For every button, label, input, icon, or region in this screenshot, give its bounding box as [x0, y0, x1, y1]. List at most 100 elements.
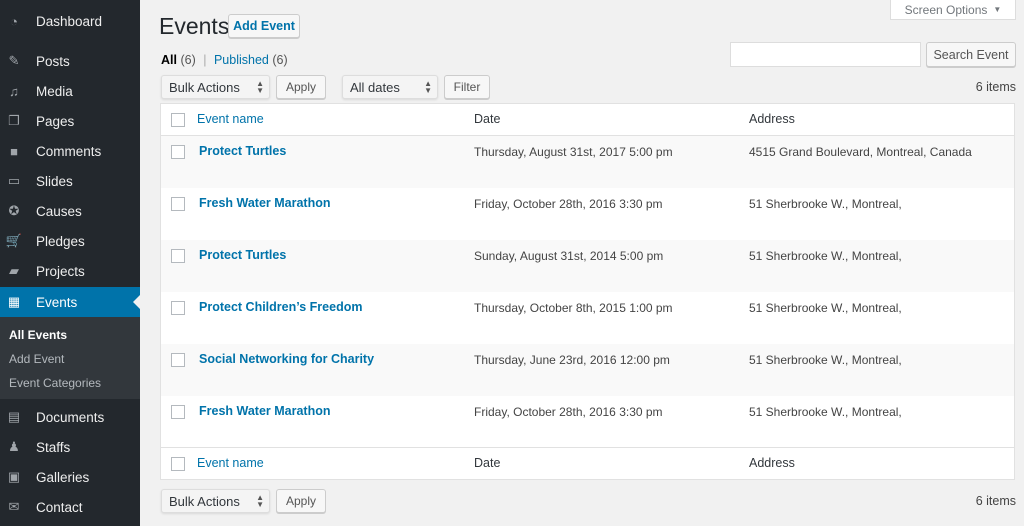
submenu-all-events[interactable]: All Events [9, 328, 68, 342]
dates-select[interactable]: All dates ▲ ▼ [342, 75, 438, 99]
slides-icon: ▭ [7, 173, 21, 188]
gallery-icon: ▣ [7, 469, 21, 484]
event-name-link[interactable]: Protect Children’s Freedom [199, 300, 363, 314]
submenu-event-categories[interactable]: Event Categories [9, 376, 102, 390]
table-row: Protect Turtles Sunday, August 31st, 201… [161, 240, 1014, 292]
sidebar-item-label: Comments [36, 143, 102, 159]
apply-button[interactable]: Apply [276, 75, 326, 99]
dates-value: All dates [350, 79, 400, 95]
select-arrows-icon: ▲ ▼ [256, 493, 264, 509]
filter-published[interactable]: Published [213, 53, 269, 67]
events-submenu: All Events Add Event Event Categories [0, 317, 140, 399]
pages-icon: ❐ [8, 113, 20, 128]
folder-icon: ▰ [9, 263, 19, 278]
published-count: (6) [272, 53, 288, 67]
sidebar-item-media[interactable]: ♫ Media [0, 76, 140, 106]
table-row: Fresh Water Marathon Friday, October 28t… [161, 188, 1014, 240]
sidebar-item-posts[interactable]: ✎ Posts [0, 46, 140, 76]
event-date: Thursday, June 23rd, 2016 12:00 pm [474, 353, 670, 367]
admin-sidebar: ◔ Dashboard ✎ Posts ♫ Media ❐ Pages ■ Comments ▭ Sl… [0, 0, 140, 526]
event-date: Thursday, August 31st, 2017 5:00 pm [474, 145, 673, 159]
select-all-checkbox[interactable] [171, 457, 185, 471]
caret-down-icon: ▼ [993, 5, 1002, 14]
sidebar-item-pledges[interactable]: 🛒 Pledges [0, 226, 140, 256]
sidebar-item-comments[interactable]: ■ Comments [0, 136, 140, 166]
status-filters: All (6) | Published (6) [161, 53, 288, 67]
table-row: Protect Children’s Freedom Thursday, Oct… [161, 292, 1014, 344]
sidebar-item-contact[interactable]: ✉ Contact [0, 492, 140, 522]
column-event-name[interactable]: Event name [197, 456, 264, 470]
select-all-checkbox[interactable] [171, 113, 185, 127]
sidebar-item-documents[interactable]: ▤ Documents [0, 402, 140, 432]
table-row: Social Networking for Charity Thursday, … [161, 344, 1014, 396]
separator: | [203, 53, 207, 67]
add-event-button[interactable]: Add Event [228, 14, 300, 38]
dashboard-icon: ◔ [10, 13, 18, 29]
table-header: Event name Date Address [161, 104, 1014, 136]
sidebar-item-label: Projects [36, 263, 85, 279]
search-input[interactable] [730, 42, 921, 67]
column-date: Date [474, 112, 501, 126]
media-icon: ♫ [9, 83, 19, 99]
screen-options-label: Screen Options [904, 2, 988, 17]
sidebar-item-label: Dashboard [36, 13, 103, 29]
sidebar-item-galleries[interactable]: ▣ Galleries [0, 462, 140, 492]
event-address: 51 Sherbrooke W., Montreal, [749, 353, 902, 367]
pin-icon: ✎ [8, 53, 20, 68]
cart-icon: 🛒 [5, 233, 23, 248]
event-name-link[interactable]: Protect Turtles [199, 144, 287, 158]
apply-button-bottom[interactable]: Apply [276, 489, 326, 513]
sidebar-item-label: Events [36, 294, 78, 310]
items-count-bottom: 6 items [975, 494, 1016, 508]
filter-all[interactable]: All [161, 53, 177, 67]
sidebar-item-causes[interactable]: ✪ Causes [0, 196, 140, 226]
sidebar-item-label: Posts [36, 53, 70, 69]
event-date: Friday, October 28th, 2016 3:30 pm [474, 197, 663, 211]
sidebar-item-events[interactable]: ▦ Events [0, 287, 140, 317]
users-icon: ♟ [8, 439, 20, 454]
sidebar-item-label: Causes [36, 203, 82, 219]
table-row: Fresh Water Marathon Friday, October 28t… [161, 396, 1014, 448]
column-date: Date [474, 456, 501, 470]
event-name-link[interactable]: Social Networking for Charity [199, 352, 375, 366]
event-name-link[interactable]: Fresh Water Marathon [199, 196, 331, 210]
screen-options-button[interactable]: Screen Options ▼ [890, 0, 1016, 20]
search-event-button[interactable]: Search Event [926, 42, 1016, 67]
select-arrows-icon: ▲ ▼ [256, 79, 264, 95]
sidebar-item-pages[interactable]: ❐ Pages [0, 106, 140, 136]
page-title: Events [159, 13, 230, 39]
event-name-link[interactable]: Fresh Water Marathon [199, 404, 331, 418]
row-checkbox[interactable] [171, 249, 185, 263]
event-name-link[interactable]: Protect Turtles [199, 248, 287, 262]
sidebar-item-label: Galleries [36, 469, 90, 485]
row-checkbox[interactable] [171, 353, 185, 367]
bulk-actions-select[interactable]: Bulk Actions ▲ ▼ [161, 75, 270, 99]
sidebar-item-label: Pledges [36, 233, 85, 249]
sidebar-item-label: Contact [36, 499, 83, 515]
bulk-actions-value: Bulk Actions [169, 493, 240, 509]
comment-icon: ■ [10, 143, 18, 159]
calendar-icon: ▦ [7, 294, 21, 309]
submenu-add-event[interactable]: Add Event [9, 352, 65, 366]
row-checkbox[interactable] [171, 405, 185, 419]
sidebar-item-slides[interactable]: ▭ Slides [0, 166, 140, 196]
sidebar-item-label: Slides [36, 173, 73, 189]
event-date: Friday, October 28th, 2016 3:30 pm [474, 405, 663, 419]
sidebar-item-dashboard[interactable]: ◔ Dashboard [0, 6, 140, 36]
events-table: Event name Date Address Protect Turtles … [160, 103, 1015, 480]
sidebar-item-staffs[interactable]: ♟ Staffs [0, 432, 140, 462]
column-address: Address [749, 456, 795, 470]
bulk-actions-select-bottom[interactable]: Bulk Actions ▲ ▼ [161, 489, 270, 513]
bulk-actions-value: Bulk Actions [169, 79, 240, 95]
row-checkbox[interactable] [171, 145, 185, 159]
column-address: Address [749, 112, 795, 126]
row-checkbox[interactable] [171, 197, 185, 211]
column-event-name[interactable]: Event name [197, 112, 264, 126]
event-address: 4515 Grand Boulevard, Montreal, Canada [749, 145, 972, 159]
row-checkbox[interactable] [171, 301, 185, 315]
event-address: 51 Sherbrooke W., Montreal, [749, 405, 902, 419]
sidebar-item-label: Media [36, 83, 73, 99]
filter-button[interactable]: Filter [444, 75, 490, 99]
table-row: Protect Turtles Thursday, August 31st, 2… [161, 136, 1014, 188]
sidebar-item-projects[interactable]: ▰ Projects [0, 256, 140, 286]
